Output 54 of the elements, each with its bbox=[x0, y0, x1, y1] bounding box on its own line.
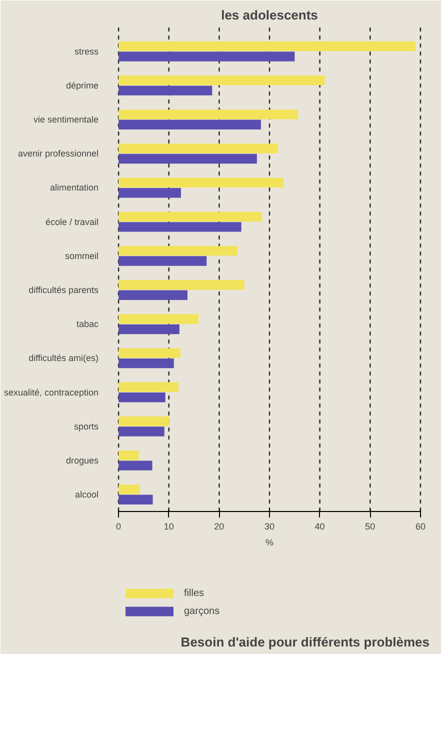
y-tick-label: vie sentimentale bbox=[33, 114, 99, 125]
bar bbox=[118, 314, 199, 324]
y-tick-label: école / travail bbox=[45, 216, 99, 227]
bar bbox=[118, 110, 298, 120]
x-tick-label: 60 bbox=[415, 522, 426, 532]
y-tick-label: difficultés ami(es) bbox=[28, 353, 99, 364]
y-tick-label: sommeil bbox=[64, 250, 99, 261]
bar bbox=[118, 392, 166, 402]
bar bbox=[118, 246, 238, 256]
bar bbox=[118, 290, 188, 300]
x-tick-label: 30 bbox=[264, 522, 275, 532]
bar bbox=[118, 120, 261, 130]
bar bbox=[118, 75, 325, 86]
bar bbox=[118, 212, 262, 222]
bar bbox=[118, 144, 278, 154]
y-tick-label: difficultés parents bbox=[28, 285, 99, 295]
y-tick-label: sexualité, contraception bbox=[4, 387, 99, 398]
y-tick-label: drogues bbox=[66, 455, 99, 466]
x-tick-label: 10 bbox=[164, 522, 174, 532]
x-axis-title: % bbox=[266, 538, 274, 548]
y-tick-label: avenir professionnel bbox=[18, 148, 99, 159]
bar bbox=[118, 178, 284, 188]
y-tick-label: déprime bbox=[66, 80, 98, 90]
bar bbox=[118, 460, 152, 470]
bar bbox=[118, 416, 170, 426]
bar bbox=[118, 450, 139, 460]
bar bbox=[118, 484, 140, 494]
bar bbox=[118, 52, 295, 62]
bar bbox=[118, 348, 180, 358]
y-tick-label: alimentation bbox=[50, 182, 98, 193]
y-tick-label: tabac bbox=[76, 319, 99, 330]
x-tick-label: 20 bbox=[214, 522, 224, 532]
bar bbox=[118, 358, 174, 368]
y-tick-label: stress bbox=[74, 46, 99, 56]
y-tick-label: alcool bbox=[74, 490, 98, 500]
bar bbox=[118, 256, 207, 266]
bar bbox=[118, 154, 257, 164]
bar bbox=[118, 222, 242, 232]
x-tick-label: 0 bbox=[116, 522, 122, 532]
chart-title: les adolescents bbox=[221, 8, 318, 22]
legend-label: garçons bbox=[184, 606, 220, 616]
bar bbox=[118, 382, 178, 392]
text: Besoin d'aide pour différents problèmes bbox=[180, 634, 430, 650]
x-tick-label: 50 bbox=[365, 522, 376, 532]
bar bbox=[118, 188, 181, 198]
bar bbox=[118, 280, 244, 290]
bar bbox=[118, 41, 416, 52]
bar bbox=[118, 86, 212, 96]
bar bbox=[118, 324, 180, 334]
legend-label: filles bbox=[184, 588, 204, 598]
y-tick-label: sports bbox=[74, 421, 99, 432]
bar bbox=[118, 426, 164, 436]
x-tick-label: 40 bbox=[314, 522, 325, 532]
bar bbox=[118, 494, 153, 505]
